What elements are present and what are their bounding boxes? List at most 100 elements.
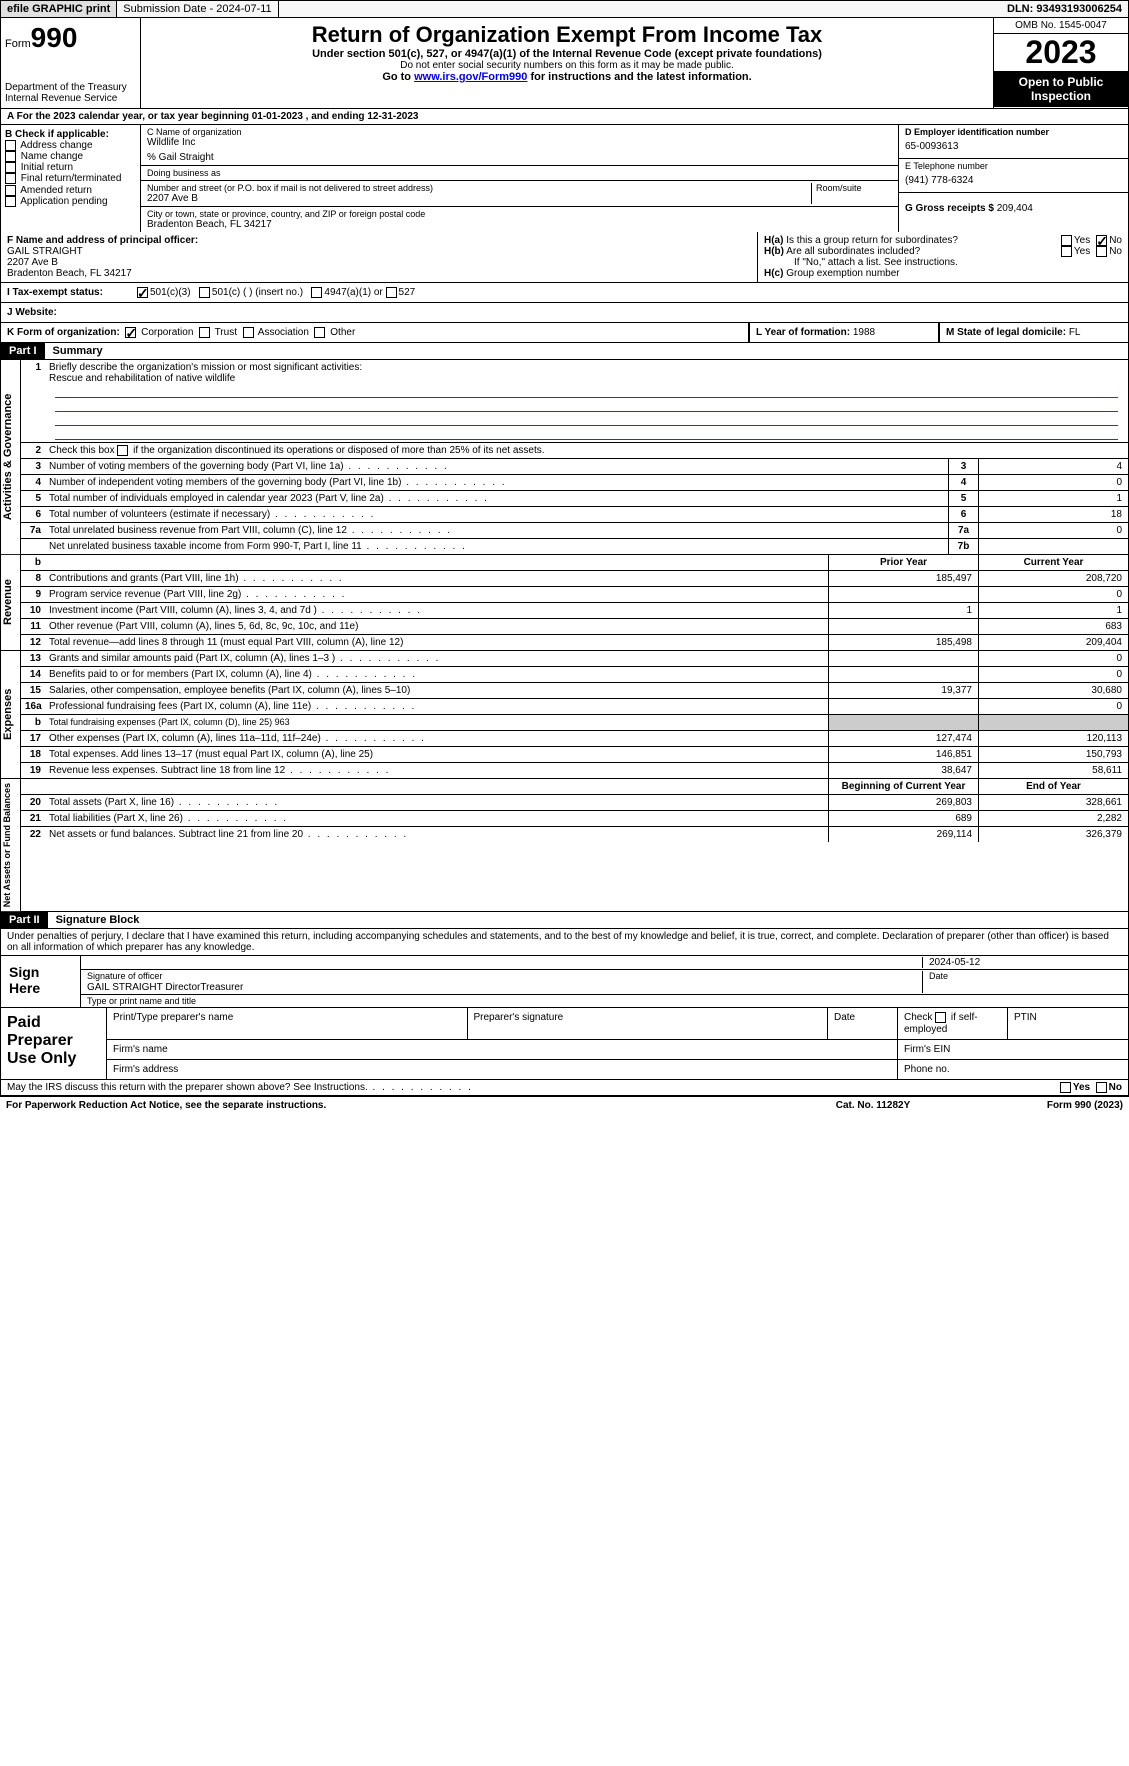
- chk-4947[interactable]: [311, 287, 322, 298]
- sign-here-label: Sign Here: [1, 956, 81, 1007]
- form-title: Return of Organization Exempt From Incom…: [145, 22, 989, 48]
- chk-527[interactable]: [386, 287, 397, 298]
- chk-501c3[interactable]: [137, 287, 148, 298]
- street-address: 2207 Ave B: [147, 193, 807, 204]
- line14: Benefits paid to or for members (Part IX…: [45, 667, 828, 682]
- paid-preparer-block: Paid Preparer Use Only Print/Type prepar…: [0, 1008, 1129, 1079]
- chk-hb-yes[interactable]: [1061, 246, 1072, 257]
- row-a-tax-year: A For the 2023 calendar year, or tax yea…: [0, 109, 1129, 125]
- chk-discuss-yes[interactable]: [1060, 1082, 1071, 1093]
- officer-name: GAIL STRAIGHT: [7, 246, 83, 257]
- officer-addr2: Bradenton Beach, FL 34217: [7, 268, 132, 279]
- chk-ha-no[interactable]: [1096, 235, 1107, 246]
- year-formation: 1988: [853, 327, 875, 338]
- ein-value: 65-0093613: [905, 137, 1122, 156]
- submission-date: Submission Date - 2024-07-11: [117, 1, 278, 17]
- firm-name-label: Firm's name: [107, 1040, 898, 1059]
- footer: For Paperwork Reduction Act Notice, see …: [0, 1096, 1129, 1114]
- chk-amended[interactable]: [5, 185, 16, 196]
- chk-name-change[interactable]: [5, 151, 16, 162]
- vtab-governance: Activities & Governance: [1, 360, 21, 554]
- discuss-row: May the IRS discuss this return with the…: [0, 1080, 1129, 1096]
- prior-year-hdr: Prior Year: [828, 555, 978, 570]
- hb-note: If "No," attach a list. See instructions…: [764, 257, 1122, 268]
- val4: 0: [978, 475, 1128, 490]
- firm-phone-label: Phone no.: [898, 1060, 1128, 1079]
- line7b: Net unrelated business taxable income fr…: [45, 539, 948, 554]
- omb-number: OMB No. 1545-0047: [994, 18, 1128, 34]
- current-year-hdr: Current Year: [978, 555, 1128, 570]
- val5: 1: [978, 491, 1128, 506]
- tel-label: E Telephone number: [905, 161, 1122, 171]
- chk-ha-yes[interactable]: [1061, 235, 1072, 246]
- line8: Contributions and grants (Part VIII, lin…: [45, 571, 828, 586]
- sign-here-block: Sign Here 2024-05-12 Signature of office…: [0, 956, 1129, 1008]
- chk-trust[interactable]: [199, 327, 210, 338]
- efile-print-button[interactable]: efile GRAPHIC print: [1, 1, 117, 17]
- goto-line: Go to www.irs.gov/Form990 for instructio…: [145, 71, 989, 83]
- chk-line2[interactable]: [117, 445, 128, 456]
- line3: Number of voting members of the governin…: [45, 459, 948, 474]
- prep-date-label: Date: [828, 1008, 898, 1038]
- chk-initial-return[interactable]: [5, 162, 16, 173]
- firm-ein-label: Firm's EIN: [898, 1040, 1128, 1059]
- room-label: Room/suite: [816, 183, 892, 193]
- chk-address-change[interactable]: [5, 140, 16, 151]
- chk-corp[interactable]: [125, 327, 136, 338]
- vtab-expenses: Expenses: [1, 651, 21, 778]
- sig-officer-name: GAIL STRAIGHT DirectorTreasurer: [87, 982, 243, 993]
- line5: Total number of individuals employed in …: [45, 491, 948, 506]
- org-name-label: C Name of organization: [147, 127, 892, 137]
- year-formation-label: L Year of formation:: [756, 327, 853, 338]
- discuss-text: May the IRS discuss this return with the…: [7, 1082, 1060, 1093]
- line18: Total expenses. Add lines 13–17 (must eq…: [45, 747, 828, 762]
- val7a: 0: [978, 523, 1128, 538]
- part-i-title: Summary: [45, 343, 111, 359]
- dba-label: Doing business as: [147, 168, 892, 178]
- part-ii-bar: Part II Signature Block: [0, 912, 1129, 929]
- irs-link[interactable]: www.irs.gov/Form990: [414, 71, 527, 83]
- line19: Revenue less expenses. Subtract line 18 …: [45, 763, 828, 778]
- line15: Salaries, other compensation, employee b…: [45, 683, 828, 698]
- line22: Net assets or fund balances. Subtract li…: [45, 827, 828, 842]
- boy-hdr: Beginning of Current Year: [828, 779, 978, 794]
- val6: 18: [978, 507, 1128, 522]
- pra-notice: For Paperwork Reduction Act Notice, see …: [6, 1100, 773, 1111]
- line10: Investment income (Part VIII, column (A)…: [45, 603, 828, 618]
- col-b-header: B Check if applicable:: [5, 129, 109, 140]
- chk-assoc[interactable]: [243, 327, 254, 338]
- form-header: Form990 Department of the Treasury Inter…: [0, 18, 1129, 109]
- domicile: FL: [1069, 327, 1081, 338]
- city-label: City or town, state or province, country…: [147, 209, 892, 219]
- line9: Program service revenue (Part VIII, line…: [45, 587, 828, 602]
- line12: Total revenue—add lines 8 through 11 (mu…: [45, 635, 828, 650]
- prep-selfemp: Check if self-employed: [898, 1008, 1008, 1038]
- chk-app-pending[interactable]: [5, 196, 16, 207]
- dln: DLN: 93493193006254: [1001, 1, 1128, 17]
- form-ref: Form 990 (2023): [973, 1100, 1123, 1111]
- form-subtitle: Under section 501(c), 527, or 4947(a)(1)…: [145, 48, 989, 60]
- eoy-hdr: End of Year: [978, 779, 1128, 794]
- firm-addr-label: Firm's address: [107, 1060, 898, 1079]
- prep-sig-label: Preparer's signature: [468, 1008, 829, 1038]
- chk-other[interactable]: [314, 327, 325, 338]
- header-bar: efile GRAPHIC print Submission Date - 20…: [0, 0, 1129, 18]
- type-print-label: Type or print name and title: [87, 996, 196, 1006]
- domicile-label: M State of legal domicile:: [946, 327, 1069, 338]
- entity-block: B Check if applicable: Address change Na…: [0, 125, 1129, 232]
- perjury-text: Under penalties of perjury, I declare th…: [0, 929, 1129, 956]
- line17: Other expenses (Part IX, column (A), lin…: [45, 731, 828, 746]
- chk-self-employed[interactable]: [935, 1012, 946, 1023]
- org-name: Wildlife Inc: [147, 137, 892, 148]
- sign-date: 2024-05-12: [922, 957, 1122, 968]
- row-f-h: F Name and address of principal officer:…: [0, 232, 1129, 283]
- officer-label: F Name and address of principal officer:: [7, 235, 198, 246]
- chk-501c[interactable]: [199, 287, 210, 298]
- chk-discuss-no[interactable]: [1096, 1082, 1107, 1093]
- chk-hb-no[interactable]: [1096, 246, 1107, 257]
- row-j: J Website:: [0, 303, 1129, 323]
- dept-treasury: Department of the Treasury: [5, 82, 136, 93]
- section-governance: Activities & Governance 1 Briefly descri…: [0, 360, 1129, 555]
- line6: Total number of volunteers (estimate if …: [45, 507, 948, 522]
- chk-final-return[interactable]: [5, 173, 16, 184]
